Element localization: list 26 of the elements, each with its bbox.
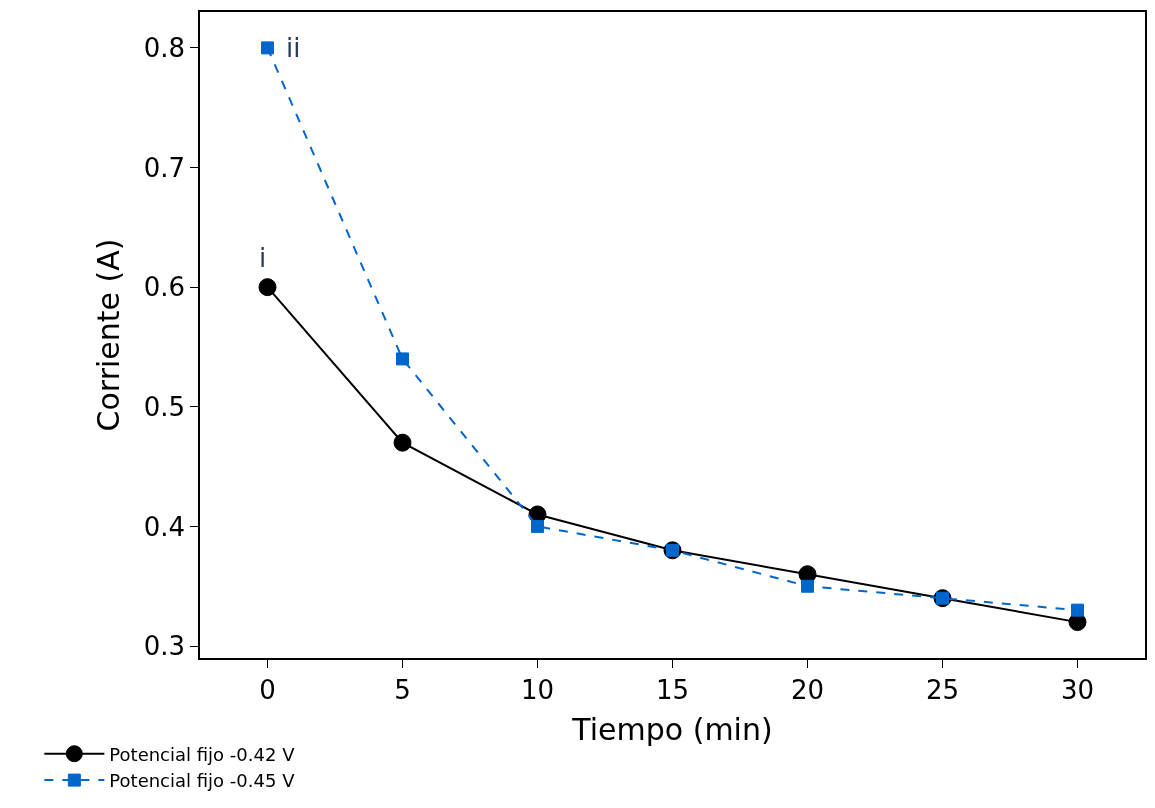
annotation: ii <box>286 33 301 63</box>
point <box>258 278 277 297</box>
point <box>261 41 274 55</box>
x-tick-label: 25 <box>925 674 960 705</box>
point <box>801 579 814 593</box>
y-tick-label: 0.3 <box>143 631 186 662</box>
x-tick-label: 30 <box>1060 674 1095 705</box>
y-tick-label: 0.8 <box>143 32 186 63</box>
x-tick-label: 10 <box>520 674 555 705</box>
point <box>1071 603 1084 617</box>
point <box>396 352 409 366</box>
x-tick-label: 20 <box>790 674 825 705</box>
legend-label: Potencial fijo -0.45 V <box>109 770 296 792</box>
y-tick-label: 0.5 <box>143 391 186 422</box>
y-tick-label: 0.7 <box>143 152 186 183</box>
x-tick-label: 0 <box>259 674 276 705</box>
point <box>531 519 544 533</box>
point <box>393 433 412 452</box>
x-axis-title: Tiempo (min) <box>571 711 773 747</box>
y-tick-label: 0.4 <box>143 511 186 542</box>
x-tick-label: 15 <box>655 674 690 705</box>
y-axis-title: Corriente (A) <box>91 238 127 432</box>
y-tick-label: 0.6 <box>143 272 186 303</box>
annotation: i <box>259 243 267 273</box>
legend-label: Potencial fijo -0.42 V <box>109 743 296 765</box>
x-tick-label: 5 <box>394 674 411 705</box>
